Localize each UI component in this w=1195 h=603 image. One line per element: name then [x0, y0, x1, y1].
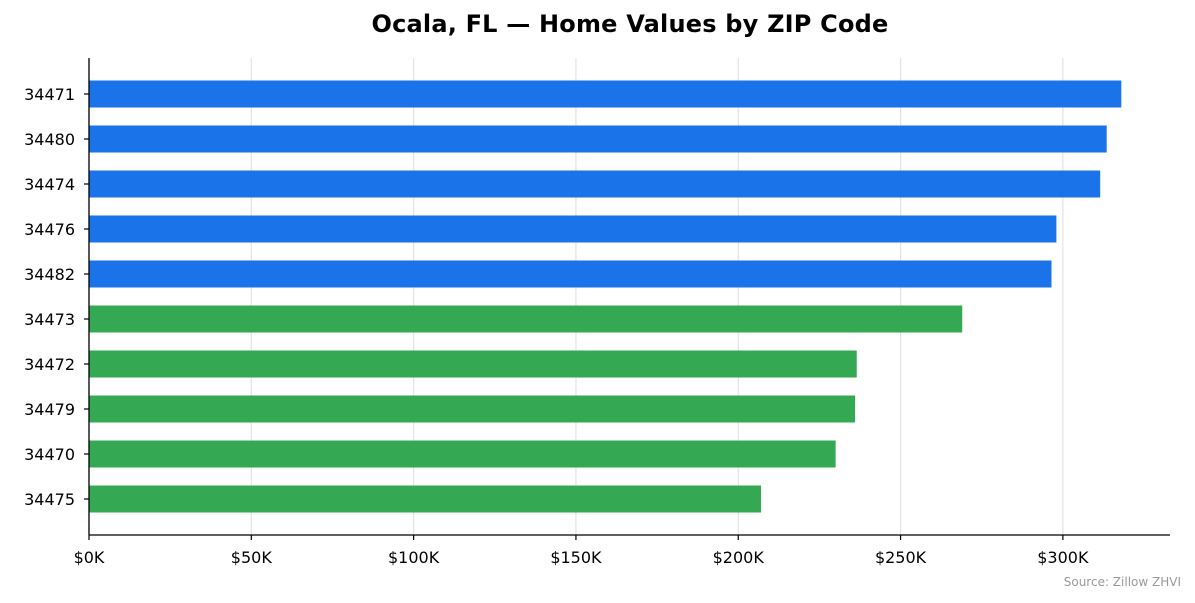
x-tick-label: $250K	[875, 548, 927, 567]
bar-34471	[89, 80, 1122, 108]
x-tick-label: $100K	[388, 548, 440, 567]
x-tick-label: $200K	[713, 548, 765, 567]
x-tick-label: $300K	[1037, 548, 1089, 567]
bar-34472	[89, 350, 857, 378]
y-tick-label: 34482	[24, 265, 75, 284]
y-tick-label: 34479	[24, 400, 75, 419]
bar-34480	[89, 125, 1107, 153]
y-tick-label: 34475	[24, 490, 75, 509]
bar-34482	[89, 260, 1052, 288]
y-axis-ticks: 34471 34480 34474 34476 34482 34473 34472 34479…	[24, 85, 89, 509]
axes	[88, 58, 1170, 536]
y-tick-label: 34470	[24, 445, 75, 464]
bar-34473	[89, 305, 963, 333]
y-tick-label: 34480	[24, 130, 75, 149]
y-tick-label: 34474	[24, 175, 75, 194]
bar-34476	[89, 215, 1057, 243]
x-axis-ticks: $0K $50K $100K $150K $200K $250K $300K	[74, 535, 1089, 567]
y-tick-label: 34472	[24, 355, 75, 374]
y-tick-label: 34473	[24, 310, 75, 329]
x-tick-label: $150K	[550, 548, 602, 567]
bar-34474	[89, 170, 1101, 198]
bars	[89, 80, 1122, 513]
bar-34470	[89, 440, 836, 468]
chart-title: Ocala, FL — Home Values by ZIP Code	[371, 10, 889, 38]
y-tick-label: 34471	[24, 85, 75, 104]
source-note: Source: Zillow ZHVI	[1063, 575, 1181, 589]
bar-34479	[89, 395, 856, 423]
bar-34475	[89, 485, 761, 513]
y-tick-label: 34476	[24, 220, 75, 239]
x-tick-label: $50K	[231, 548, 273, 567]
x-tick-label: $0K	[74, 548, 105, 567]
